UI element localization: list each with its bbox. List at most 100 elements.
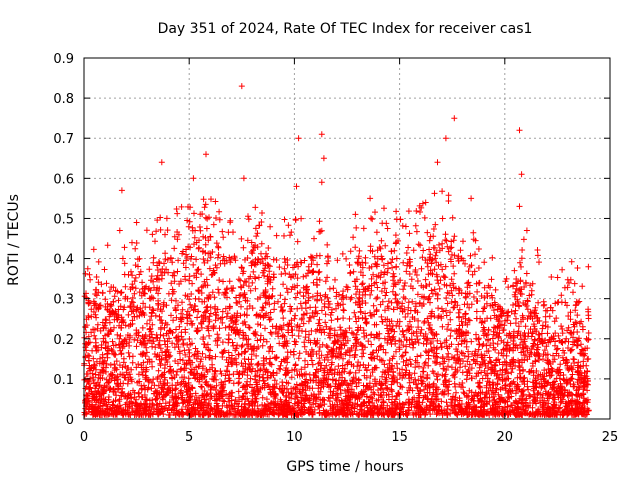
data-point (108, 346, 115, 353)
data-point (195, 308, 201, 315)
data-point (421, 386, 427, 393)
data-point (496, 411, 503, 417)
data-point (292, 341, 299, 348)
data-point (205, 250, 212, 257)
data-point (153, 353, 160, 360)
data-point (276, 264, 283, 271)
data-point (161, 381, 168, 388)
data-point (115, 376, 122, 383)
data-point (122, 293, 129, 300)
data-point (310, 377, 316, 384)
data-point (510, 341, 517, 347)
data-point (507, 320, 514, 327)
data-point (184, 388, 191, 395)
data-point (232, 257, 239, 264)
data-point (575, 367, 582, 374)
data-point (391, 280, 398, 287)
data-point (156, 353, 163, 360)
data-point (553, 375, 560, 382)
data-point (180, 399, 187, 406)
data-point (152, 344, 159, 351)
data-point (380, 399, 386, 406)
data-point (100, 408, 107, 415)
data-point (470, 404, 477, 411)
data-point (413, 272, 420, 278)
data-point (271, 306, 278, 313)
data-point (519, 368, 526, 374)
data-point (448, 244, 455, 251)
data-point (452, 359, 459, 366)
data-point (260, 304, 267, 311)
data-point (530, 340, 537, 347)
data-point (445, 321, 452, 328)
data-point (494, 341, 501, 347)
data-point (439, 240, 446, 247)
data-point (484, 370, 491, 377)
data-point (164, 256, 171, 263)
data-point (93, 314, 100, 321)
data-point (221, 412, 228, 418)
data-point (203, 367, 210, 373)
data-point (559, 384, 565, 391)
data-point (96, 360, 103, 367)
data-point (567, 329, 574, 336)
data-point (414, 336, 421, 343)
data-point (284, 289, 291, 296)
data-point (102, 396, 109, 403)
data-point (554, 369, 561, 376)
data-point (300, 400, 307, 407)
data-point (531, 323, 538, 330)
data-point (524, 347, 531, 354)
data-point (526, 411, 533, 418)
data-point (222, 372, 229, 379)
data-point (107, 362, 114, 368)
data-point (186, 336, 193, 342)
data-point (297, 259, 304, 266)
data-point (172, 403, 179, 410)
data-point (346, 315, 353, 322)
data-point (379, 318, 386, 325)
data-point (417, 330, 424, 337)
data-point (270, 274, 277, 281)
data-point (385, 337, 391, 343)
data-point (120, 380, 127, 387)
data-point (179, 357, 186, 364)
data-point (145, 378, 152, 385)
data-point (490, 366, 497, 373)
data-point (224, 294, 230, 301)
data-point (327, 334, 333, 341)
data-point (295, 263, 302, 270)
data-point (132, 285, 139, 292)
data-point (177, 381, 184, 388)
data-point (192, 303, 199, 310)
data-point (305, 337, 312, 344)
data-point (432, 360, 439, 366)
data-point (112, 365, 119, 372)
data-point (257, 294, 264, 301)
data-point (551, 318, 558, 325)
data-point (107, 326, 114, 333)
data-point (207, 386, 214, 393)
data-point (117, 332, 124, 339)
data-point (221, 257, 228, 264)
data-point (184, 308, 191, 315)
data-point (129, 405, 136, 412)
data-point (152, 312, 159, 319)
data-point (84, 341, 91, 348)
data-point (326, 348, 332, 355)
data-point (406, 379, 413, 386)
data-point (341, 368, 348, 375)
data-point (226, 409, 232, 416)
data-point (507, 361, 513, 368)
data-point (227, 259, 234, 266)
data-point (302, 396, 309, 402)
data-point (336, 344, 343, 351)
data-point (285, 327, 291, 334)
data-point (564, 327, 571, 334)
data-point (258, 250, 264, 257)
data-point (418, 377, 425, 384)
data-point (344, 386, 351, 393)
data-point (317, 402, 324, 409)
data-point (166, 327, 173, 334)
data-point (313, 351, 320, 357)
